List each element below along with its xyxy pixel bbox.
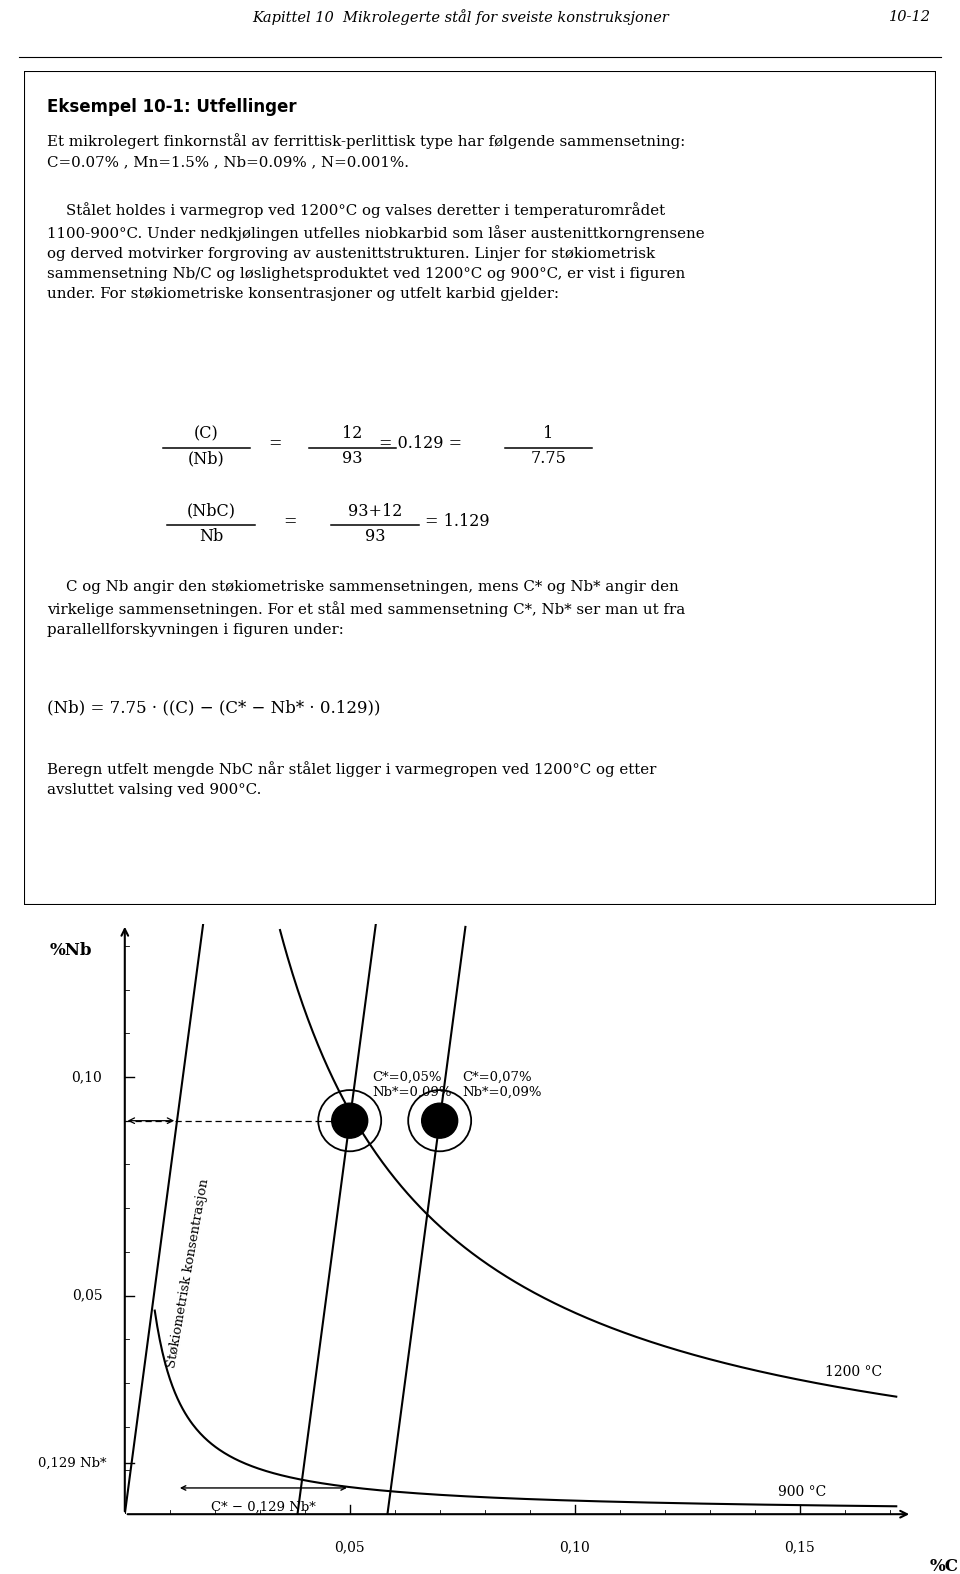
- Text: 0,05: 0,05: [72, 1289, 103, 1303]
- Text: %C: %C: [930, 1558, 959, 1574]
- Text: C*=0,07%
Nb*=0,09%: C*=0,07% Nb*=0,09%: [462, 1070, 541, 1099]
- Text: 900 °C: 900 °C: [779, 1484, 827, 1498]
- Text: (Nb) = 7.75 · ((C) − (C* − Nb* · 0.129)): (Nb) = 7.75 · ((C) − (C* − Nb* · 0.129)): [47, 699, 380, 716]
- Text: 0,10: 0,10: [72, 1070, 103, 1084]
- Text: 7.75: 7.75: [531, 450, 566, 467]
- Text: Et mikrolegert finkornstål av ferrittisk-perlittisk type har følgende sammensetn: Et mikrolegert finkornstål av ferrittisk…: [47, 134, 685, 170]
- Text: 0,15: 0,15: [784, 1541, 815, 1555]
- Text: Kapittel 10  Mikrolegerte stål for sveiste konstruksjoner: Kapittel 10 Mikrolegerte stål for sveist…: [252, 9, 669, 25]
- Text: Eksempel 10-1: Utfellinger: Eksempel 10-1: Utfellinger: [47, 98, 297, 116]
- Text: =: =: [283, 513, 297, 530]
- FancyBboxPatch shape: [24, 71, 936, 905]
- Text: %Nb: %Nb: [50, 941, 92, 959]
- Text: =: =: [268, 436, 281, 452]
- Text: C og Nb angir den støkiometriske sammensetningen, mens C* og Nb* angir den
virke: C og Nb angir den støkiometriske sammens…: [47, 579, 685, 637]
- Circle shape: [332, 1103, 368, 1138]
- Text: Stålet holdes i varmegrop ved 1200°C og valses deretter i temperaturområdet
1100: Stålet holdes i varmegrop ved 1200°C og …: [47, 201, 705, 301]
- Text: Nb: Nb: [199, 527, 223, 545]
- Text: = 1.129: = 1.129: [425, 513, 490, 530]
- Text: (C): (C): [194, 425, 219, 442]
- Text: Beregn utfelt mengde NbC når stålet ligger i varmegropen ved 1200°C og etter
avs: Beregn utfelt mengde NbC når stålet ligg…: [47, 762, 657, 798]
- Circle shape: [421, 1103, 458, 1138]
- Text: 93: 93: [342, 450, 363, 467]
- Text: (NbC): (NbC): [186, 502, 235, 519]
- Text: C*=0,05%
Nb*=0,09%: C*=0,05% Nb*=0,09%: [372, 1070, 452, 1099]
- Text: = 0.129 =: = 0.129 =: [379, 436, 463, 452]
- Text: C* − 0,129 Nb*: C* − 0,129 Nb*: [211, 1502, 316, 1514]
- Text: 93+12: 93+12: [348, 502, 402, 519]
- Text: 10-12: 10-12: [889, 9, 931, 24]
- Text: 1200 °C: 1200 °C: [826, 1365, 882, 1379]
- Text: 1: 1: [543, 425, 554, 442]
- Text: Støkiometrisk konsentrasjon: Støkiometrisk konsentrasjon: [165, 1177, 211, 1369]
- Text: 0,10: 0,10: [560, 1541, 590, 1555]
- Text: 12: 12: [342, 425, 363, 442]
- Text: 93: 93: [365, 527, 385, 545]
- Text: 0,05: 0,05: [334, 1541, 365, 1555]
- Text: (Nb): (Nb): [188, 450, 225, 467]
- Text: 0,129 Nb*: 0,129 Nb*: [38, 1458, 107, 1470]
